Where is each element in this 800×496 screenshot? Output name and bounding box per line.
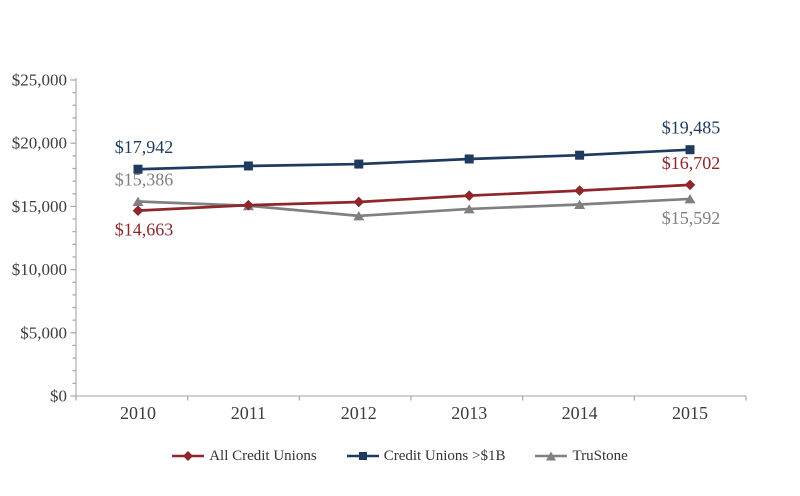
marker-triangle [132,196,144,207]
legend-square-icon [346,452,379,460]
legend-item-0: All Credit Unions [172,448,317,465]
data-label: $15,386 [115,170,174,190]
chart-legend: All Credit Unions Credit Unions >$1B TruSt… [0,444,800,468]
marker-triangle [463,204,475,214]
data-label: $19,485 [662,118,721,138]
x-tick-label: 2012 [341,403,377,423]
x-tick-label: 2013 [451,403,487,423]
y-tick-label: $25,000 [12,71,67,90]
series-line-1 [137,148,691,171]
marker-square [464,154,474,164]
legend-item-2: TruStone [535,447,628,465]
y-tick-label: $10,000 [12,260,67,279]
y-tick-label: $15,000 [12,197,67,216]
marker-diamond [463,190,475,201]
legend-diamond-icon [172,451,205,461]
marker-square [133,164,143,174]
marker-diamond [243,199,254,211]
legend-item-1: Credit Unions >$1B [346,447,506,465]
marker-diamond [574,185,585,196]
marker-square [575,150,585,160]
marker-triangle [684,194,696,204]
data-label: $16,702 [662,153,721,173]
marker-diamond [684,179,696,191]
marker-square [685,145,695,155]
marker-square [354,159,364,169]
marker-diamond [132,205,144,216]
x-tick-label: 2014 [562,403,598,423]
marker-triangle [353,211,365,221]
legend-triangle-icon [535,451,568,461]
data-label: $15,592 [662,208,721,228]
legend-label: Credit Unions >$1B [383,447,506,464]
x-tick-label: 2010 [120,403,156,423]
data-label: $17,942 [115,137,174,157]
marker-triangle [574,199,586,210]
y-tick-label: $5,000 [20,323,67,342]
marker-square [243,161,253,171]
y-tick-label: $0 [50,387,67,406]
x-tick-label: 2011 [231,403,266,423]
series-line-0 [137,183,691,213]
data-label: $14,663 [115,220,174,240]
legend-label: All Credit Unions [209,447,317,464]
legend-label: TruStone [572,447,628,464]
marker-diamond [353,196,365,208]
x-tick-label: 2015 [672,403,708,423]
y-tick-label: $20,000 [12,134,67,153]
